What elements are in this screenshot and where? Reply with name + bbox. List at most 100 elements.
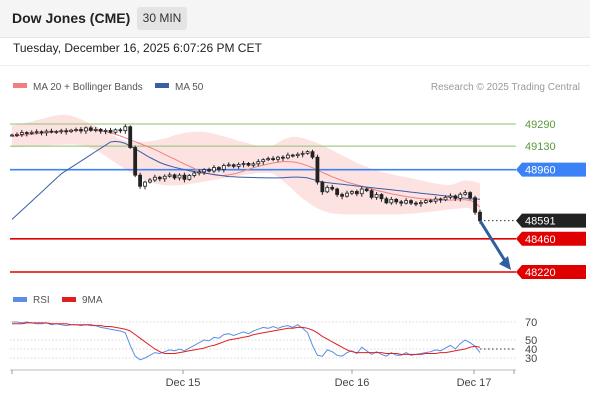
candle-body <box>15 133 19 136</box>
candle-body <box>207 169 211 172</box>
candle-body <box>231 164 236 167</box>
ma50-line <box>11 140 481 220</box>
candle <box>197 169 202 176</box>
candle-body <box>295 153 300 156</box>
candle <box>423 199 428 204</box>
candle <box>54 130 59 134</box>
candle-body <box>74 129 78 131</box>
candle-body <box>369 190 374 198</box>
candle-body <box>463 192 468 195</box>
candle <box>177 173 182 181</box>
candle <box>192 171 197 178</box>
candle-body <box>281 156 285 159</box>
candle-body <box>79 129 83 132</box>
timestamp: Tuesday, December 16, 2025 6:07:26 PM CE… <box>13 41 262 55</box>
candle <box>207 167 211 173</box>
candle-body <box>197 171 202 174</box>
candle <box>340 192 344 200</box>
candle <box>438 197 443 203</box>
candle-body <box>418 202 423 205</box>
candle-body <box>133 147 138 176</box>
candle <box>162 174 167 182</box>
candle-body <box>241 163 246 165</box>
candle-body <box>59 130 64 133</box>
research-credit: Research © 2025 Trading Central <box>431 82 580 93</box>
rsi-ma-line <box>12 322 481 355</box>
candle-body <box>261 159 266 163</box>
candle-body <box>246 163 251 166</box>
candle <box>271 156 275 162</box>
candle <box>330 184 335 191</box>
candle-body <box>251 163 256 166</box>
candle-body <box>138 174 142 187</box>
candle <box>148 178 152 184</box>
candle-body <box>182 174 187 180</box>
candle <box>182 172 187 183</box>
time-tick-label: Dec 16 <box>335 377 370 389</box>
candle-body <box>285 154 290 159</box>
candle-body <box>157 176 162 180</box>
candle-body <box>118 129 123 132</box>
candle-body <box>148 179 152 183</box>
candle-body <box>39 131 44 134</box>
candle <box>39 130 44 136</box>
candle <box>414 201 418 207</box>
candle <box>69 128 74 133</box>
candle <box>10 133 14 137</box>
time-tick-label: Dec 17 <box>457 377 492 389</box>
bollinger-band <box>12 114 480 223</box>
candle-body <box>64 130 69 133</box>
candle-body <box>236 163 241 167</box>
candle-body <box>320 181 325 193</box>
candle-body <box>399 201 404 204</box>
candle <box>285 152 290 160</box>
candle-body <box>414 202 418 205</box>
candle <box>345 190 349 198</box>
candle <box>15 132 19 138</box>
candle <box>157 175 162 182</box>
candle-body <box>374 194 379 198</box>
rsi-tick-40: 40 <box>525 344 537 356</box>
candle <box>290 153 295 158</box>
candle-body <box>290 154 295 157</box>
candle <box>300 150 305 158</box>
candle <box>83 126 88 134</box>
candle-body <box>468 192 473 199</box>
forecast-arrow-head <box>499 256 511 270</box>
candle-body <box>88 127 93 131</box>
candle-body <box>453 195 458 199</box>
candle <box>468 191 473 200</box>
candle-body <box>350 191 354 194</box>
rsi-tick-70: 70 <box>525 317 537 329</box>
candle-body <box>221 165 226 170</box>
candle <box>443 195 448 202</box>
candle-body <box>359 188 364 195</box>
candle-body <box>438 198 443 201</box>
candle <box>458 192 463 202</box>
candle-body <box>325 186 330 193</box>
candle <box>226 162 231 167</box>
time-axis: Dec 15 Dec 16 Dec 17 <box>10 369 516 389</box>
forecast-arrow-shaft <box>478 219 509 265</box>
instrument-title: Dow Jones (CME) <box>12 10 131 26</box>
level-label-49130: 49130 <box>525 141 556 153</box>
candle <box>167 172 172 178</box>
candle <box>74 127 78 133</box>
candle <box>379 193 384 202</box>
rsi-legend-swatch <box>13 297 27 302</box>
candle <box>256 159 261 167</box>
candle <box>325 185 330 194</box>
candle-body <box>310 151 315 158</box>
candle-body <box>335 188 340 195</box>
candle-body <box>202 169 207 173</box>
candle <box>88 125 93 132</box>
candle <box>152 174 157 182</box>
candle <box>202 168 207 175</box>
rsi-tick-50: 50 <box>525 335 537 347</box>
level-label-48960: 48960 <box>525 165 556 177</box>
candle-body <box>108 129 113 133</box>
candle-body <box>177 174 182 179</box>
timeframe-badge[interactable]: 30 MIN <box>137 7 187 30</box>
candle <box>374 192 379 200</box>
